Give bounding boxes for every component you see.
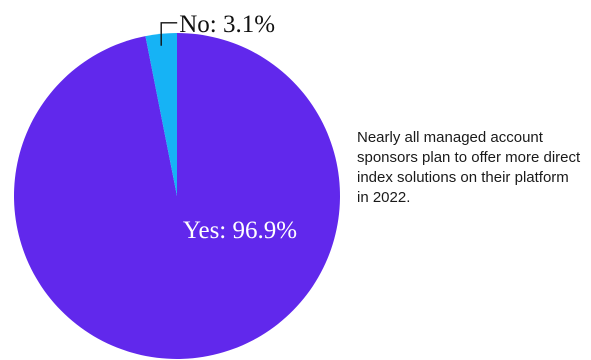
slice-label-yes: Yes: 96.9%	[183, 217, 297, 244]
slice-label-no: No: 3.1%	[179, 11, 275, 38]
chart-annotation: Nearly all managed account sponsors plan…	[357, 129, 581, 206]
pie-slice-no	[145, 33, 177, 196]
pie-slices	[13, 33, 340, 359]
no-slice-leader-line	[160, 22, 178, 46]
pie-slice-yes	[13, 33, 340, 359]
